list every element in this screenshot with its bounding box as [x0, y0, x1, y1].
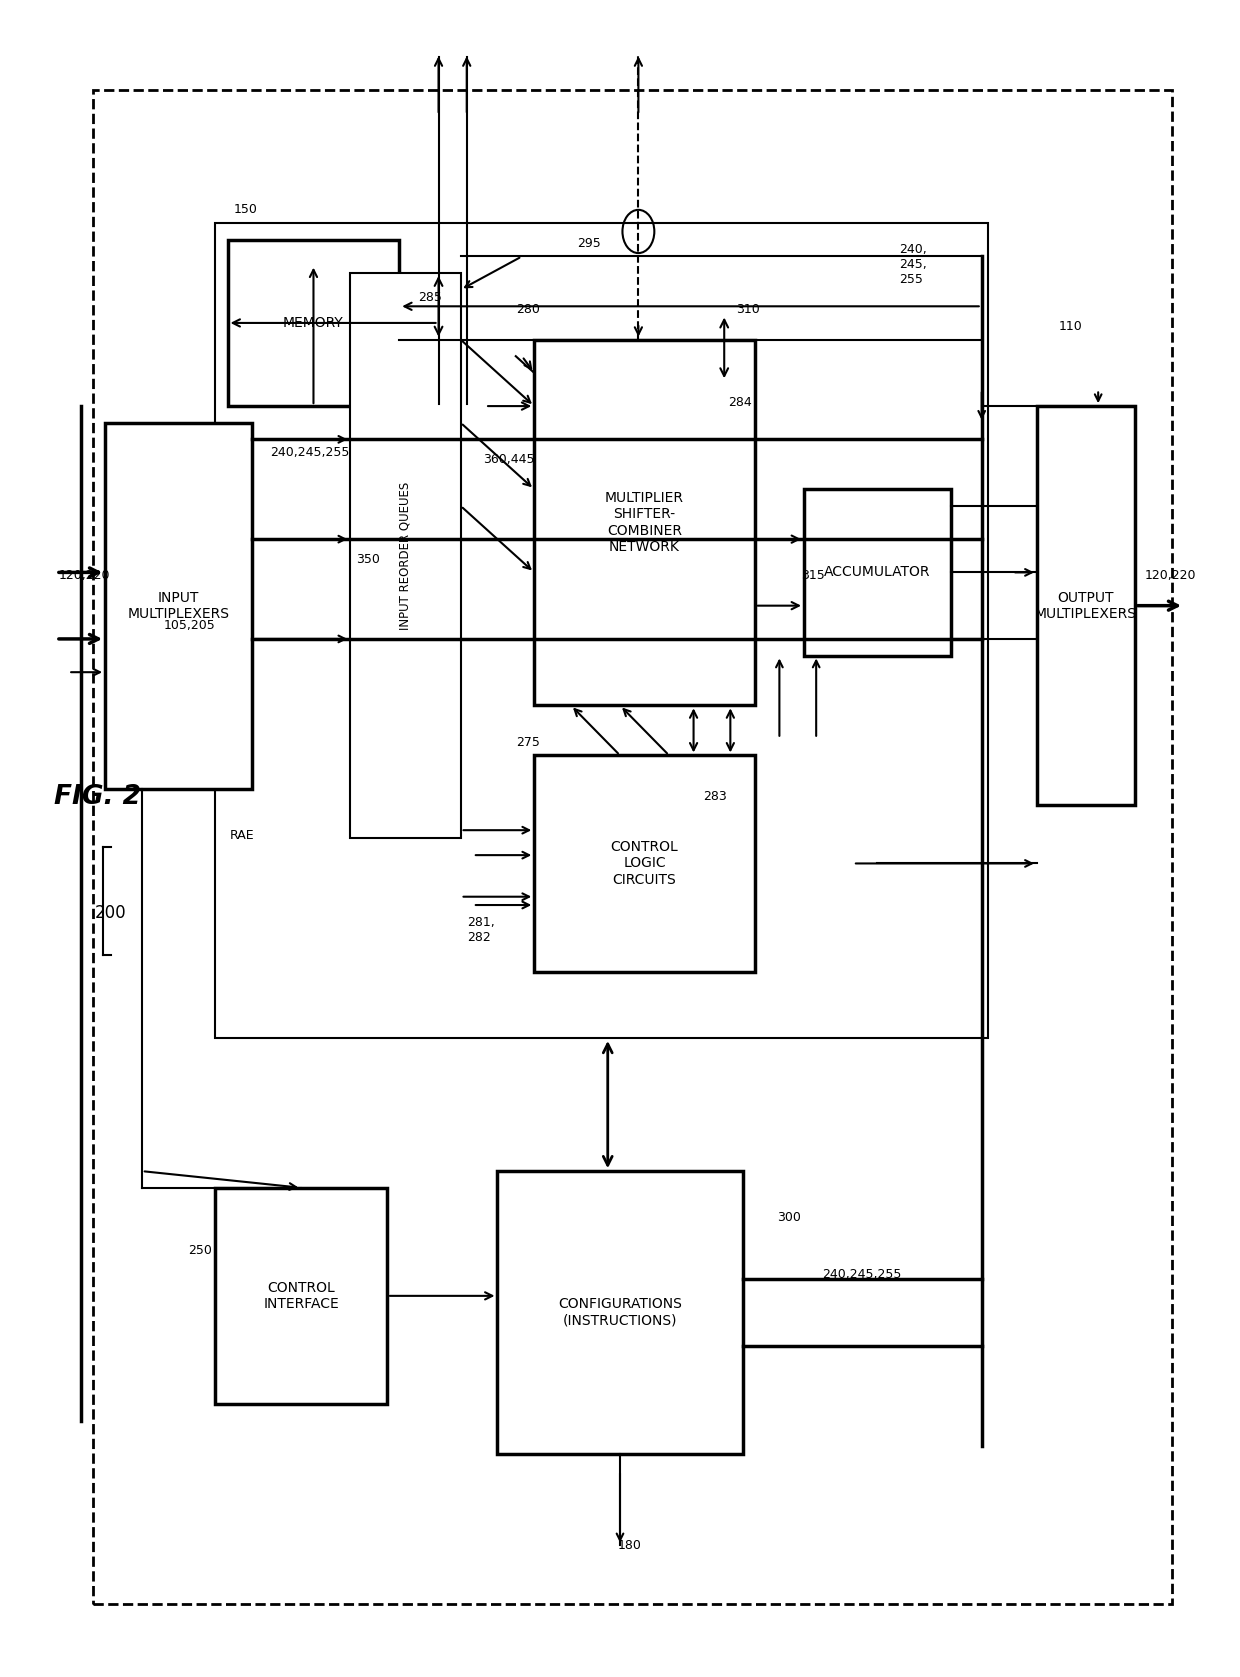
Text: 200: 200	[95, 904, 126, 922]
Text: 240,245,255: 240,245,255	[822, 1268, 901, 1281]
Text: 180: 180	[618, 1539, 641, 1551]
Text: ACCUMULATOR: ACCUMULATOR	[825, 565, 931, 579]
Text: 105,205: 105,205	[164, 619, 216, 632]
Text: INPUT
MULTIPLEXERS: INPUT MULTIPLEXERS	[128, 590, 229, 620]
Bar	[216, 223, 988, 1038]
Text: 284: 284	[728, 396, 751, 409]
Text: 280: 280	[516, 304, 539, 317]
Text: CONTROL
LOGIC
CIRCUITS: CONTROL LOGIC CIRCUITS	[610, 840, 678, 887]
Bar	[105, 423, 252, 788]
Bar	[1037, 406, 1135, 805]
Text: 310: 310	[737, 304, 760, 317]
Text: 300: 300	[777, 1211, 801, 1224]
Bar	[534, 339, 755, 706]
Text: 275: 275	[516, 736, 539, 748]
Bar	[497, 1171, 743, 1454]
Bar	[350, 273, 460, 838]
Text: 295: 295	[577, 236, 601, 250]
Text: CONTROL
INTERFACE: CONTROL INTERFACE	[263, 1281, 339, 1311]
Text: 120,220: 120,220	[58, 569, 110, 582]
Text: RAE: RAE	[231, 828, 254, 842]
Text: 283: 283	[703, 790, 727, 803]
Text: 281,
282: 281, 282	[466, 916, 495, 944]
Text: 315: 315	[801, 569, 825, 582]
Bar	[93, 91, 1172, 1603]
Text: MEMORY: MEMORY	[283, 315, 343, 330]
Bar	[216, 1187, 387, 1404]
Text: 120,220: 120,220	[1145, 569, 1197, 582]
Text: 110: 110	[1059, 320, 1083, 332]
Text: CONFIGURATIONS
(INSTRUCTIONS): CONFIGURATIONS (INSTRUCTIONS)	[558, 1298, 682, 1328]
Text: FIG. 2: FIG. 2	[53, 783, 140, 810]
Text: 285: 285	[418, 292, 441, 305]
Bar	[534, 755, 755, 971]
Text: 360,445: 360,445	[482, 453, 534, 466]
Text: MULTIPLIER
SHIFTER-
COMBINER
NETWORK: MULTIPLIER SHIFTER- COMBINER NETWORK	[605, 491, 684, 553]
Text: 350: 350	[356, 553, 381, 565]
Text: 150: 150	[234, 203, 258, 216]
Bar	[804, 490, 951, 656]
Text: 250: 250	[188, 1244, 212, 1258]
Text: 240,
245,
255: 240, 245, 255	[899, 243, 928, 287]
Text: 240,245,255: 240,245,255	[270, 446, 350, 459]
Text: INPUT REORDER QUEUES: INPUT REORDER QUEUES	[399, 481, 412, 631]
Bar	[228, 240, 399, 406]
Text: OUTPUT
MULTIPLEXERS: OUTPUT MULTIPLEXERS	[1035, 590, 1137, 620]
